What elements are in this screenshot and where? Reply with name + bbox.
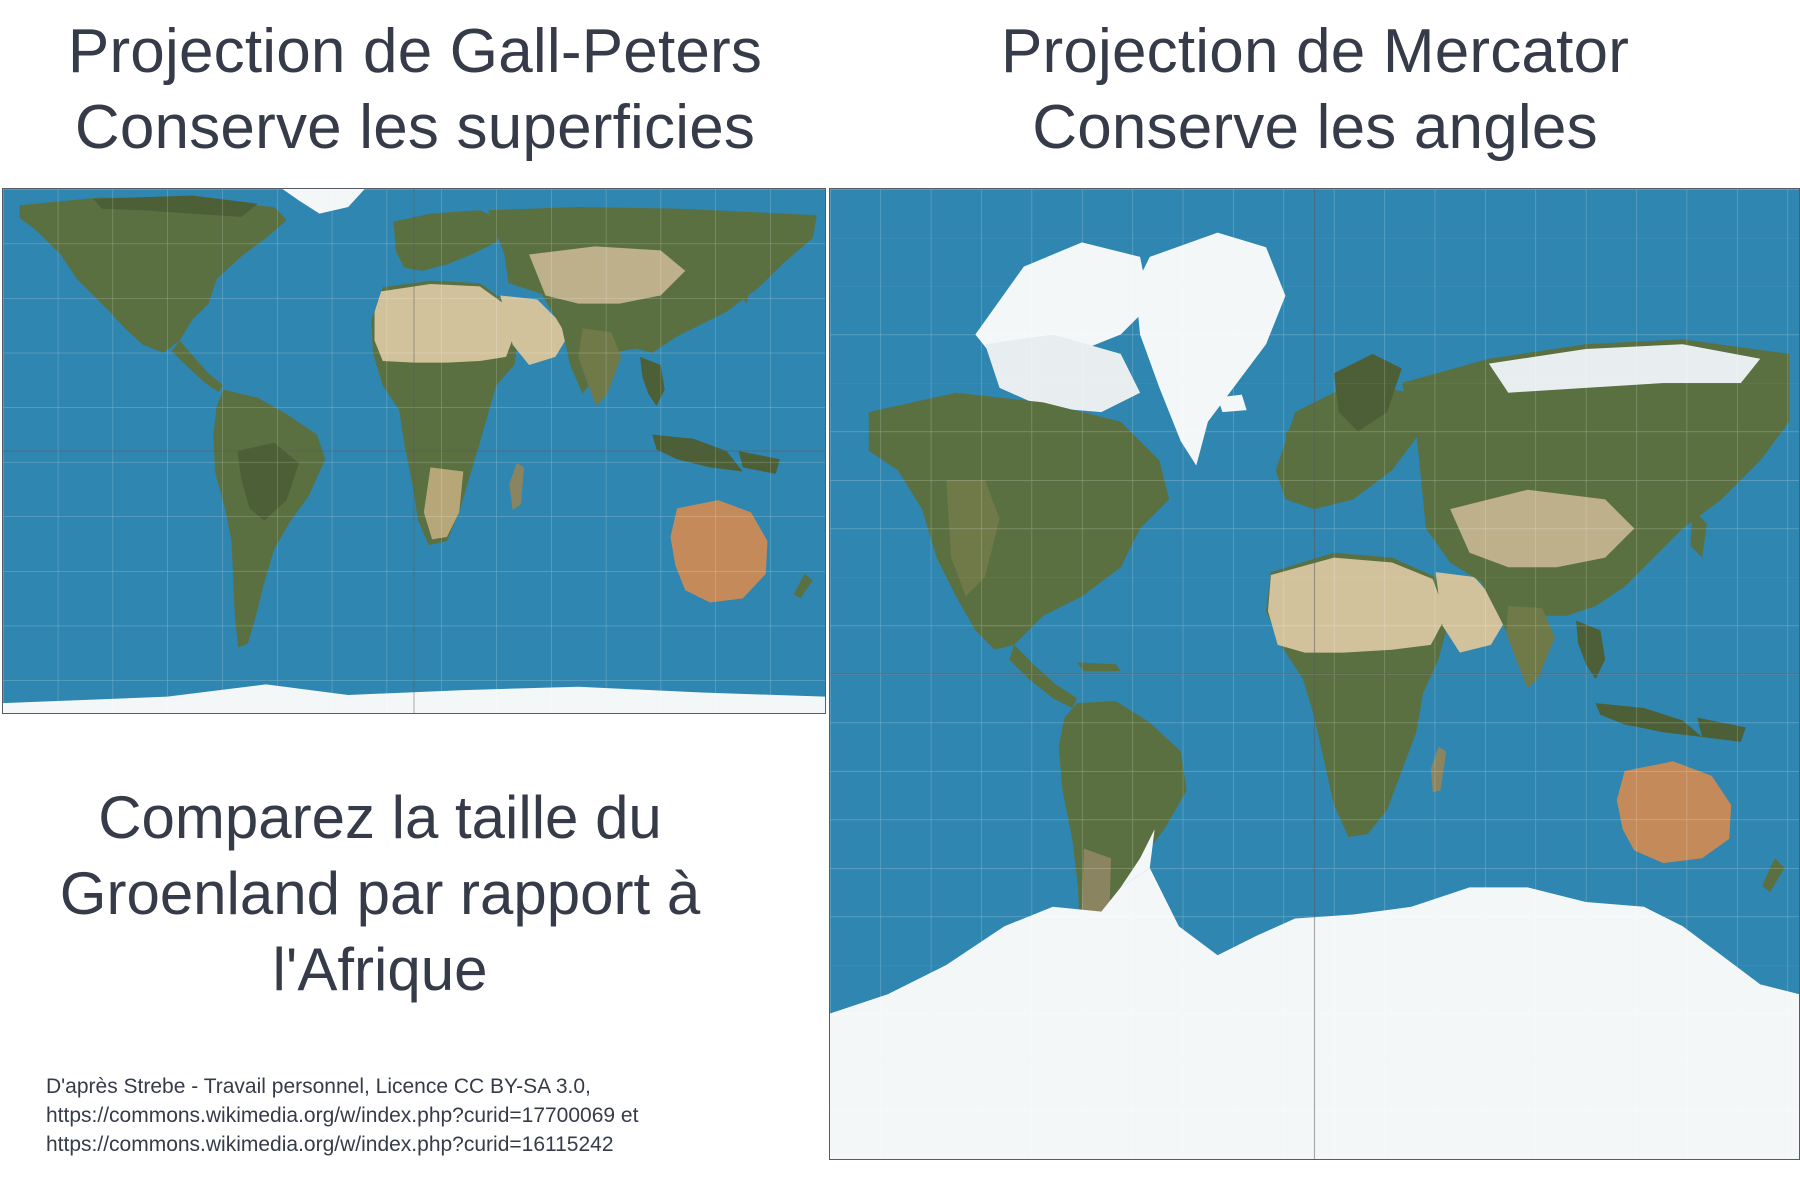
- credit-line-1: D'après Strebe - Travail personnel, Lice…: [46, 1075, 591, 1098]
- gall-peters-world-map: [3, 189, 825, 713]
- gall-peters-title: Projection de Gall-Peters: [67, 17, 763, 86]
- image-credit: D'après Strebe - Travail personnel, Lice…: [46, 1072, 638, 1159]
- comparison-line-1: Comparez la taille du: [98, 784, 662, 851]
- mercator-subtitle: Conserve les angles: [1032, 93, 1598, 162]
- mercator-title: Projection de Mercator: [1000, 17, 1630, 86]
- gall-peters-heading: Projection de Gall-Peters Conserve les s…: [0, 14, 830, 166]
- mercator-heading: Projection de Mercator Conserve les angl…: [830, 14, 1800, 166]
- mercator-world-map: [830, 189, 1799, 1159]
- gall-peters-map: [2, 188, 826, 714]
- mercator-map: [829, 188, 1800, 1160]
- comparison-line-2: Groenland par rapport à: [59, 860, 701, 927]
- gall-peters-subtitle: Conserve les superficies: [74, 93, 756, 162]
- comparison-line-3: l'Afrique: [272, 936, 488, 1003]
- credit-link-2[interactable]: https://commons.wikimedia.org/w/index.ph…: [46, 1133, 614, 1156]
- comparison-note: Comparez la taille du Groenland par rapp…: [0, 780, 760, 1008]
- credit-link-1[interactable]: https://commons.wikimedia.org/w/index.ph…: [46, 1104, 639, 1127]
